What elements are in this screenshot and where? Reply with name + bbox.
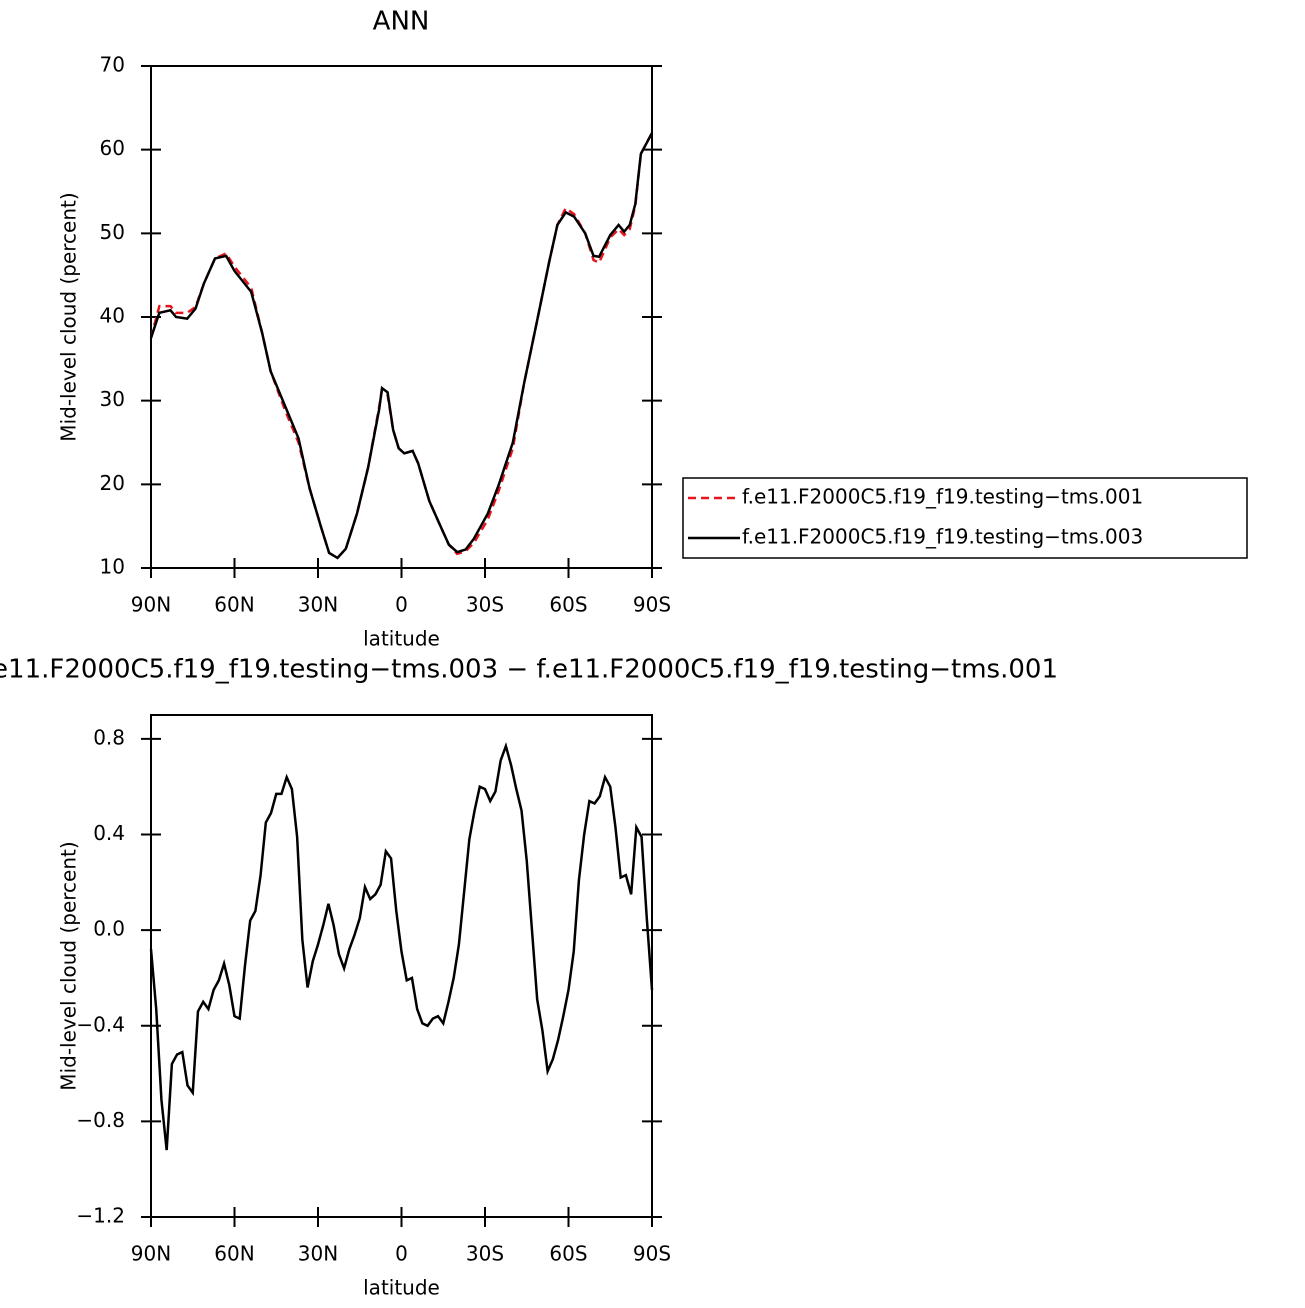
legend-label: f.e11.F2000C5.f19_f19.testing−tms.003 (742, 525, 1143, 549)
plot-frame (150, 65, 653, 569)
chart-title: f.e11.F2000C5.f19_f19.testing−tms.003 − … (0, 655, 1058, 685)
y-tick-label: 0.0 (93, 917, 125, 941)
x-axis-label: latitude (363, 1276, 440, 1300)
x-tick-label: 60S (549, 593, 587, 617)
y-axis-label: Mid-level cloud (percent) (57, 192, 81, 441)
y-tick-label: −0.4 (76, 1012, 125, 1036)
legend-label: f.e11.F2000C5.f19_f19.testing−tms.001 (742, 485, 1143, 509)
x-tick-label: 90S (633, 593, 671, 617)
x-tick-label: 90N (131, 593, 171, 617)
plot-frame (150, 714, 653, 1218)
x-tick-label: 60N (214, 593, 254, 617)
x-tick-label: 30S (466, 1242, 504, 1266)
y-tick-label: 20 (100, 471, 125, 495)
y-tick-label: 30 (100, 387, 125, 411)
data-line (149, 132, 654, 560)
y-tick-label: 0.8 (93, 725, 125, 749)
x-tick-label: 30N (298, 593, 338, 617)
x-tick-label: 90N (131, 1242, 171, 1266)
x-tick-label: 0 (395, 1242, 408, 1266)
x-tick-label: 30S (466, 593, 504, 617)
y-tick-label: 10 (100, 555, 125, 579)
y-axis-label: Mid-level cloud (percent) (57, 841, 81, 1090)
y-tick-label: −0.8 (76, 1108, 125, 1132)
x-tick-label: 60S (549, 1242, 587, 1266)
data-line (149, 132, 654, 560)
x-tick-label: 90S (633, 1242, 671, 1266)
data-line (149, 741, 654, 1151)
y-tick-label: 60 (100, 136, 125, 160)
x-axis-label: latitude (363, 627, 440, 651)
x-tick-label: 0 (395, 593, 408, 617)
legend-box (682, 477, 1248, 559)
x-tick-label: 30N (298, 1242, 338, 1266)
y-tick-label: 40 (100, 304, 125, 328)
y-tick-label: 50 (100, 220, 125, 244)
y-tick-label: −1.2 (76, 1204, 125, 1228)
y-tick-label: 70 (100, 53, 125, 77)
chart-title: ANN (373, 7, 430, 37)
y-tick-label: 0.4 (93, 821, 125, 845)
x-tick-label: 60N (214, 1242, 254, 1266)
